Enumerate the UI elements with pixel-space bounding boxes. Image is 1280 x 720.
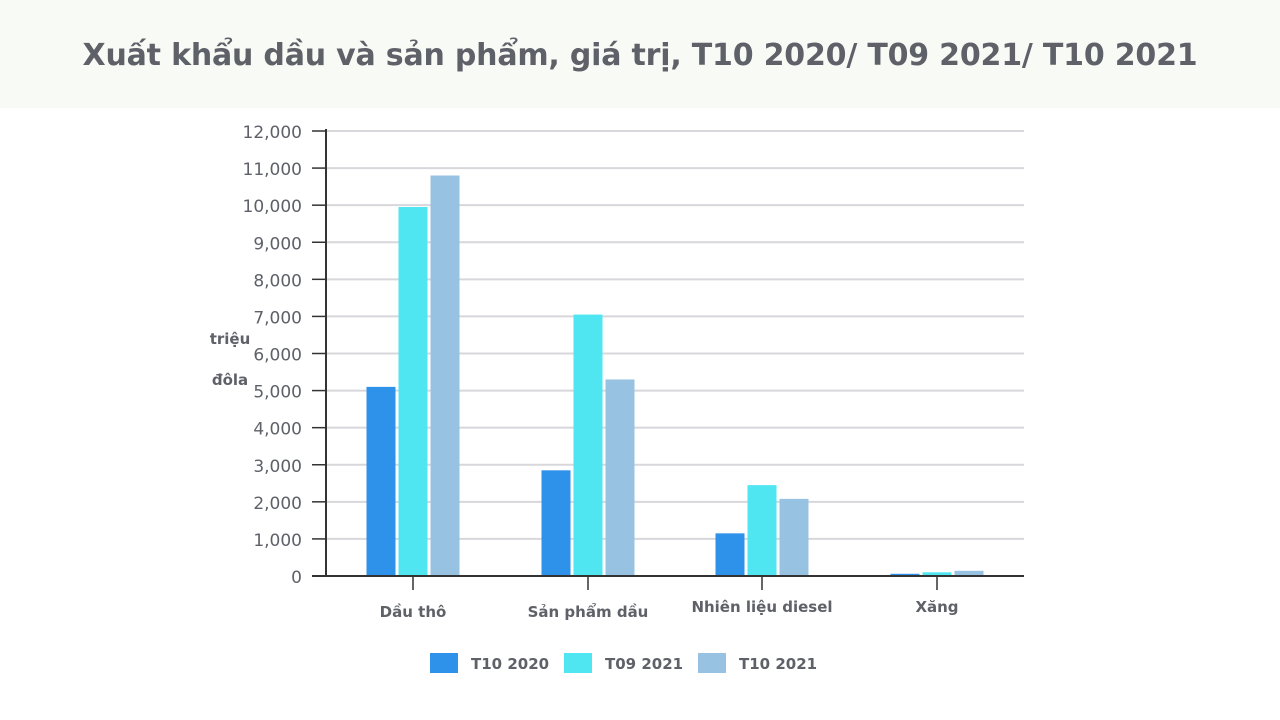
y-tick-label: 1,000	[253, 531, 302, 551]
x-tick-label: Xăng	[915, 598, 958, 616]
x-tick-label: Nhiên liệu diesel	[691, 598, 832, 616]
y-axis-label-line-1: triệu	[209, 330, 251, 348]
legend-swatch-3	[698, 653, 726, 673]
x-tick-label: Sản phẩm dầu	[528, 602, 649, 621]
y-tick-label: 2,000	[253, 494, 302, 514]
y-tick-label: 6,000	[253, 346, 302, 366]
chart-title: Xuất khẩu dầu và sản phẩm, giá trị, T10 …	[82, 38, 1198, 73]
legend-label-3: T10 2021	[739, 655, 817, 673]
y-tick-label: 10,000	[243, 197, 302, 217]
legend: T10 2020 T09 2021 T10 2021	[430, 653, 817, 673]
legend-label-2: T09 2021	[605, 655, 683, 673]
x-tick-labels: Dầu thô Sản phẩm dầu Nhiên liệu diesel Xăng	[380, 598, 959, 621]
y-tick-label: 12,000	[243, 123, 302, 143]
axes	[312, 129, 1024, 590]
bar-1-1	[366, 386, 396, 576]
y-tick-label: 4,000	[253, 420, 302, 440]
y-tick-label: 9,000	[253, 234, 302, 254]
bar-3-4	[954, 570, 984, 576]
bar-1-4	[890, 573, 920, 576]
x-tick-label: Dầu thô	[380, 603, 447, 621]
legend-swatch-2	[564, 653, 592, 673]
legend-label-1: T10 2020	[471, 655, 549, 673]
title-band	[0, 0, 1280, 108]
bars	[366, 175, 984, 577]
bar-3-1	[430, 175, 460, 576]
bar-2-1	[398, 207, 428, 577]
y-tick-label: 7,000	[253, 308, 302, 328]
y-tick-label: 11,000	[243, 160, 302, 180]
bar-1-3	[715, 533, 745, 576]
bar-3-2	[605, 379, 635, 576]
y-axis-label-line-2: đôla	[211, 371, 249, 389]
y-tick-label: 5,000	[253, 383, 302, 403]
bar-2-2	[573, 314, 603, 576]
y-tick-label: 3,000	[253, 457, 302, 477]
bar-3-3	[779, 498, 809, 576]
bar-2-3	[747, 485, 777, 576]
bar-1-2	[541, 470, 571, 576]
legend-swatch-1	[430, 653, 458, 673]
y-tick-labels: 0 1,000 2,000 3,000 4,000 5,000 6,000 7,000 8,00…	[243, 123, 302, 588]
y-tick-label: 8,000	[253, 271, 302, 291]
y-tick-label: 0	[291, 568, 302, 588]
bar-2-4	[922, 572, 952, 576]
